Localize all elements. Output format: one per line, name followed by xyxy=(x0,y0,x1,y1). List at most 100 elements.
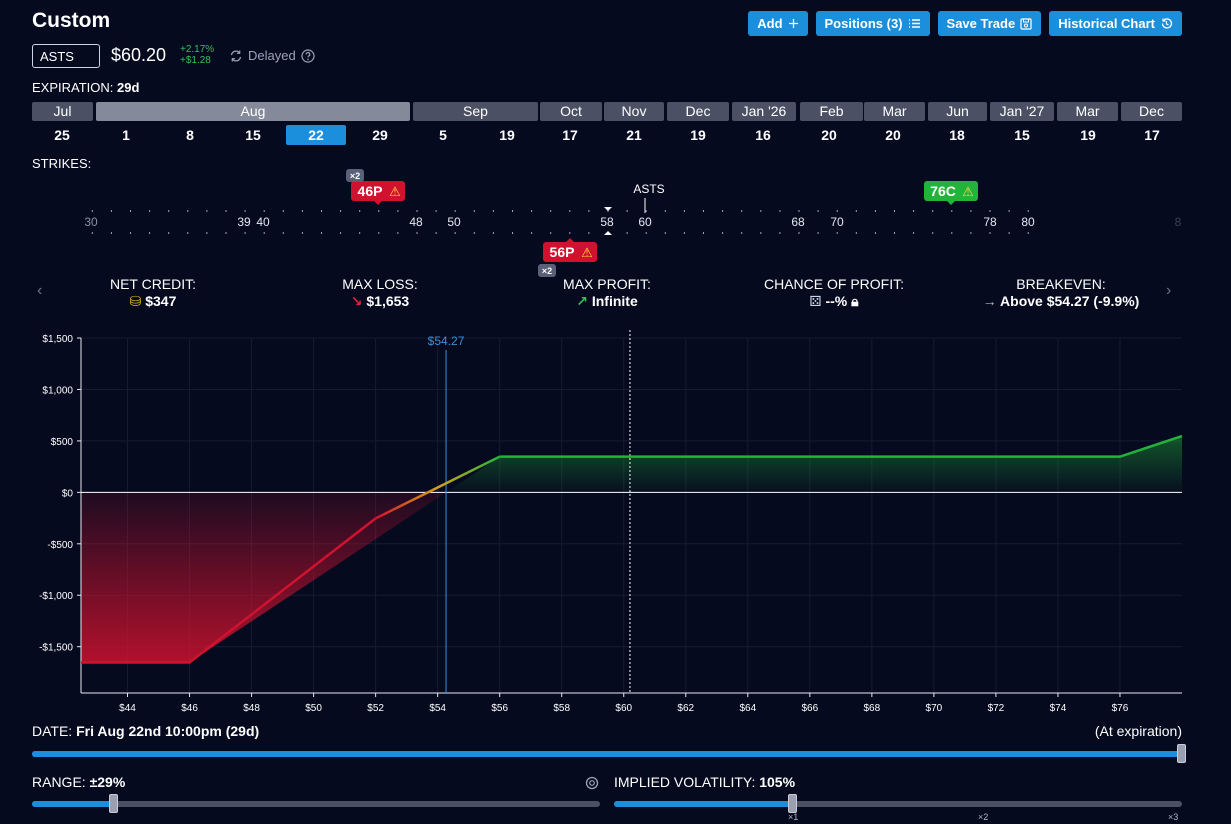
y-tick-label: -$1,500 xyxy=(39,643,73,654)
month-tab-12[interactable]: Dec xyxy=(1121,102,1182,121)
breakeven-label: BREAKEVEN: xyxy=(1016,276,1106,292)
month-tab-9[interactable]: Jun xyxy=(928,102,987,121)
page-title: Custom xyxy=(32,9,111,32)
symbol-input[interactable] xyxy=(32,44,100,68)
plus-icon xyxy=(788,19,798,28)
breakeven-chart-label: $54.27 xyxy=(428,334,465,348)
strike-tick-3: 48 xyxy=(409,215,423,229)
expiration-months: Jul Aug Sep Oct Nov Dec Jan '26 Feb Mar Jun Jan '2… xyxy=(32,102,1182,121)
y-tick-label: $1,500 xyxy=(42,334,73,345)
iv-slider[interactable] xyxy=(614,794,1182,813)
month-tab-6[interactable]: Jan '26 xyxy=(732,102,796,121)
expiration-day-12[interactable]: 20 xyxy=(821,127,837,143)
iv-slider-thumb[interactable] xyxy=(787,794,797,813)
max-profit: MAX PROFIT: ↗ Infinite xyxy=(517,276,697,310)
refresh-icon xyxy=(230,50,242,61)
expiration-day-7[interactable]: 19 xyxy=(499,127,515,143)
save-trade-button[interactable]: Save Trade xyxy=(937,11,1042,36)
month-tab-10[interactable]: Jan '27 xyxy=(990,102,1054,121)
strike-tick-1: 39 xyxy=(237,215,251,229)
x-tick-label: $72 xyxy=(988,703,1005,714)
range-slider[interactable] xyxy=(32,794,600,813)
loss-area xyxy=(81,492,447,663)
expiration-day-6[interactable]: 5 xyxy=(439,127,447,143)
strike-tick-10: 80 xyxy=(1021,215,1035,229)
payoff-line-profit xyxy=(499,434,1183,458)
strike-tick-faded: 8 xyxy=(1175,215,1182,229)
max-profit-label: MAX PROFIT: xyxy=(563,276,651,292)
save-trade-label: Save Trade xyxy=(946,16,1016,31)
month-tab-3[interactable]: Oct xyxy=(540,102,602,121)
expiration-day-1[interactable]: 1 xyxy=(122,127,130,143)
expiration-day-10[interactable]: 19 xyxy=(690,127,706,143)
net-credit: NET CREDIT: ⛁ $347 xyxy=(63,276,243,310)
expiration-day-9[interactable]: 21 xyxy=(626,127,642,143)
stats-next-icon[interactable]: › xyxy=(1166,282,1172,299)
date-label-text: DATE: xyxy=(32,723,73,739)
x-tick-label: $66 xyxy=(801,703,818,714)
expiration-label: EXPIRATION: 29d xyxy=(32,80,139,95)
add-button[interactable]: Add xyxy=(748,11,808,36)
y-tick-label: -$500 xyxy=(47,540,73,551)
x-tick-label: $70 xyxy=(926,703,943,714)
max-loss-label: MAX LOSS: xyxy=(342,276,418,292)
expiration-day-5[interactable]: 29 xyxy=(372,127,388,143)
save-icon xyxy=(1020,17,1032,30)
date-value: Fri Aug 22nd 10:00pm (29d) xyxy=(76,723,260,739)
date-slider-thumb[interactable] xyxy=(1177,744,1186,763)
x-tick-label: $76 xyxy=(1112,703,1129,714)
month-tab-2[interactable]: Sep xyxy=(413,102,538,121)
y-tick-label: $0 xyxy=(62,488,74,499)
expiration-day-8[interactable]: 17 xyxy=(562,127,578,143)
x-tick-label: $44 xyxy=(119,703,136,714)
y-tick-label: $500 xyxy=(51,437,74,448)
expiration-day-2[interactable]: 8 xyxy=(186,127,194,143)
strike-leg-label: 46P xyxy=(358,183,383,199)
expiration-day-11[interactable]: 16 xyxy=(755,127,771,143)
y-tick-label: $1,000 xyxy=(42,385,73,396)
historical-chart-label: Historical Chart xyxy=(1058,16,1155,31)
date-slider[interactable] xyxy=(32,744,1186,763)
month-tab-8[interactable]: Mar xyxy=(864,102,925,121)
expiration-day-3[interactable]: 15 xyxy=(245,127,261,143)
strike-tick-6: 60 xyxy=(638,215,652,229)
x-tick-label: $68 xyxy=(864,703,881,714)
date-label: DATE: Fri Aug 22nd 10:00pm (29d) xyxy=(32,723,259,739)
expiration-label-text: EXPIRATION: xyxy=(32,80,114,95)
month-tab-11[interactable]: Mar xyxy=(1057,102,1118,121)
positions-button[interactable]: Positions (3) xyxy=(815,11,930,36)
expiration-day-13[interactable]: 20 xyxy=(885,127,901,143)
iv-label: IMPLIED VOLATILITY: 105% xyxy=(614,774,795,790)
expiration-day-17[interactable]: 17 xyxy=(1144,127,1160,143)
expiration-day-16[interactable]: 19 xyxy=(1080,127,1096,143)
strike-tick-2: 40 xyxy=(256,215,270,229)
range-label-text: RANGE: xyxy=(32,774,86,790)
month-tab-5[interactable]: Dec xyxy=(667,102,729,121)
month-tab-4[interactable]: Nov xyxy=(604,102,664,121)
reset-iv-icon[interactable] xyxy=(585,776,599,790)
iv-label-text: IMPLIED VOLATILITY: xyxy=(614,774,756,790)
expiration-day-4[interactable]: 22 xyxy=(286,125,346,145)
payoff-line-loss xyxy=(81,517,377,664)
payoff-chart[interactable]: $1,500 $1,000 $500 $0 -$500 -$1,000 -$1,500 $44… xyxy=(0,322,1231,722)
month-tab-7[interactable]: Feb xyxy=(800,102,863,121)
x-tick-label: $50 xyxy=(305,703,322,714)
chance-of-profit: CHANCE OF PROFIT: ⚄ --% 🔒︎ xyxy=(744,276,924,310)
strike-leg-56p[interactable]: 56P ⚠ ×2 xyxy=(538,238,597,277)
last-price: $60.20 xyxy=(111,45,167,65)
month-tab-0[interactable]: Jul xyxy=(32,102,93,121)
expiration-day-15[interactable]: 15 xyxy=(1014,127,1030,143)
range-slider-thumb[interactable] xyxy=(109,794,119,813)
iv-value: 105% xyxy=(759,774,796,790)
strike-leg-76c[interactable]: 76C ⚠ xyxy=(924,181,978,205)
stats-prev-icon[interactable]: ‹ xyxy=(37,282,43,299)
lock-icon[interactable]: 🔒︎ xyxy=(851,293,859,309)
expiration-day-14[interactable]: 18 xyxy=(949,127,965,143)
month-tab-1[interactable]: Aug xyxy=(96,102,410,121)
expiration-day-0[interactable]: 25 xyxy=(54,127,70,143)
strike-ruler[interactable]: 30 39 40 48 50 58 60 68 70 78 80 8 ASTS 46P ⚠ ×2 56P ⚠ ×2 7… xyxy=(0,165,1231,277)
delayed-status[interactable]: Delayed xyxy=(229,48,315,63)
help-icon[interactable] xyxy=(301,48,315,63)
historical-chart-button[interactable]: Historical Chart xyxy=(1049,11,1182,36)
strike-leg-46p[interactable]: 46P ⚠ ×2 xyxy=(346,169,405,205)
